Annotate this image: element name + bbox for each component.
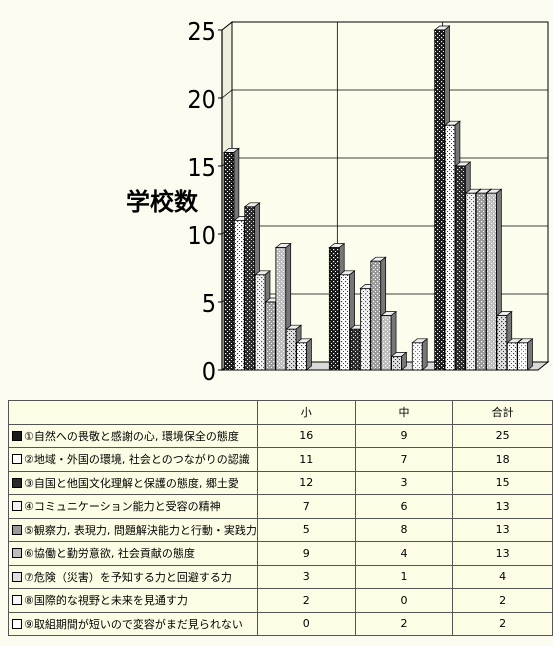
- legend-swatch: [12, 477, 22, 488]
- series-name: ②地域・外国の環境, 社会とのつながりの認識: [24, 453, 250, 467]
- bar-chart: 0 5 10 15 20 25 学校数: [126, 17, 550, 386]
- category-header: 中: [354, 400, 454, 425]
- series-label-cell: ⑨取組期間が短いので変容がまだ見られない: [8, 611, 258, 636]
- y-tick-label: 20: [187, 85, 216, 114]
- series-label-cell: ③自国と他国文化理解と保護の態度, 郷土愛: [8, 470, 258, 495]
- bar: [516, 338, 534, 371]
- y-tick-label: 5: [202, 289, 216, 318]
- legend-swatch: [12, 595, 22, 606]
- table-row: ②地域・外国の環境, 社会とのつながりの認識 11 7 18: [8, 447, 553, 472]
- chart-bars: [223, 25, 534, 371]
- value-cell: 9: [354, 423, 454, 448]
- chart-axis: 0 5 10 15 20 25 学校数: [126, 17, 223, 386]
- series-name: ⑧国際的な視野と未来を見通す力: [24, 594, 188, 608]
- series-label-cell: ⑤観察力, 表現力, 問題解決能力と行動・実践力: [8, 517, 258, 542]
- value-cell: 12: [256, 470, 356, 495]
- table-corner-cell: [8, 400, 258, 425]
- series-name: ④コミュニケーション能力と受容の精神: [24, 500, 221, 514]
- value-cell: 3: [354, 470, 454, 495]
- y-tick-label: 0: [202, 357, 216, 386]
- series-name: ⑤観察力, 表現力, 問題解決能力と行動・実践力: [24, 523, 257, 537]
- series-label-cell: ②地域・外国の環境, 社会とのつながりの認識: [8, 447, 258, 472]
- series-name: ⑨取組期間が短いので変容がまだ見られない: [24, 617, 243, 631]
- legend-swatch: [12, 618, 22, 629]
- value-cell: 2: [452, 588, 553, 613]
- value-cell: 25: [452, 423, 553, 448]
- series-label-cell: ⑦危険（災害）を予知する力と回避する力: [8, 564, 258, 589]
- series-name: ⑦危険（災害）を予知する力と回避する力: [24, 570, 232, 584]
- y-tick-label: 15: [187, 153, 216, 182]
- table-row: ⑦危険（災害）を予知する力と回避する力 3 1 4: [8, 564, 553, 589]
- table-row: ④コミュニケーション能力と受容の精神 7 6 13: [8, 494, 553, 519]
- series-label-cell: ④コミュニケーション能力と受容の精神: [8, 494, 258, 519]
- bar: [411, 338, 429, 371]
- value-cell: 9: [256, 541, 356, 566]
- series-name: ①自然への畏敬と感謝の心, 環境保全の態度: [24, 429, 239, 443]
- table-row: ⑧国際的な視野と未来を見通す力 2 0 2: [8, 588, 553, 613]
- category-header: 小: [256, 400, 356, 425]
- table-header-row: 小 中 合計: [8, 400, 553, 425]
- series-name: ③自国と他国文化理解と保護の態度, 郷土愛: [24, 476, 239, 490]
- table-row: ⑤観察力, 表現力, 問題解決能力と行動・実践力 5 8 13: [8, 517, 553, 542]
- value-cell: 5: [256, 517, 356, 542]
- value-cell: 13: [452, 494, 553, 519]
- category-header: 合計: [452, 400, 553, 425]
- value-cell: 0: [354, 588, 454, 613]
- value-cell: 1: [354, 564, 454, 589]
- value-cell: 16: [256, 423, 356, 448]
- y-axis-label: 学校数: [126, 188, 199, 216]
- legend-swatch: [12, 430, 22, 441]
- legend-swatch: [12, 548, 22, 559]
- legend-swatch: [12, 454, 22, 465]
- bar: [390, 351, 408, 371]
- value-cell: 7: [256, 494, 356, 519]
- value-cell: 2: [452, 611, 553, 636]
- value-cell: 7: [354, 447, 454, 472]
- value-cell: 15: [452, 470, 553, 495]
- value-cell: 0: [256, 611, 356, 636]
- series-name: ⑥協働と勤労意欲, 社会貢献の態度: [24, 547, 195, 561]
- table-row: ③自国と他国文化理解と保護の態度, 郷土愛 12 3 15: [8, 470, 553, 495]
- legend-swatch: [12, 571, 22, 582]
- value-cell: 4: [452, 564, 553, 589]
- value-cell: 6: [354, 494, 454, 519]
- legend-swatch: [12, 501, 22, 512]
- series-label-cell: ⑧国際的な視野と未来を見通す力: [8, 588, 258, 613]
- value-cell: 18: [452, 447, 553, 472]
- series-label-cell: ①自然への畏敬と感謝の心, 環境保全の態度: [8, 423, 258, 448]
- y-tick-label: 25: [187, 17, 216, 46]
- y-tick-label: 10: [187, 221, 216, 250]
- table-row: ⑨取組期間が短いので変容がまだ見られない 0 2 2: [8, 611, 553, 636]
- bar: [295, 338, 313, 371]
- table-row: ①自然への畏敬と感謝の心, 環境保全の態度 16 9 25: [8, 423, 553, 448]
- value-cell: 4: [354, 541, 454, 566]
- value-cell: 3: [256, 564, 356, 589]
- value-cell: 8: [354, 517, 454, 542]
- value-cell: 2: [256, 588, 356, 613]
- value-cell: 11: [256, 447, 356, 472]
- legend-swatch: [12, 524, 22, 535]
- table-row: ⑥協働と勤労意欲, 社会貢献の態度 9 4 13: [8, 541, 553, 566]
- series-label-cell: ⑥協働と勤労意欲, 社会貢献の態度: [8, 541, 258, 566]
- value-cell: 13: [452, 517, 553, 542]
- value-cell: 2: [354, 611, 454, 636]
- value-cell: 13: [452, 541, 553, 566]
- data-table: 小 中 合計 ①自然への畏敬と感謝の心, 環境保全の態度 16 9 25 ②地域・外国の…: [8, 400, 553, 636]
